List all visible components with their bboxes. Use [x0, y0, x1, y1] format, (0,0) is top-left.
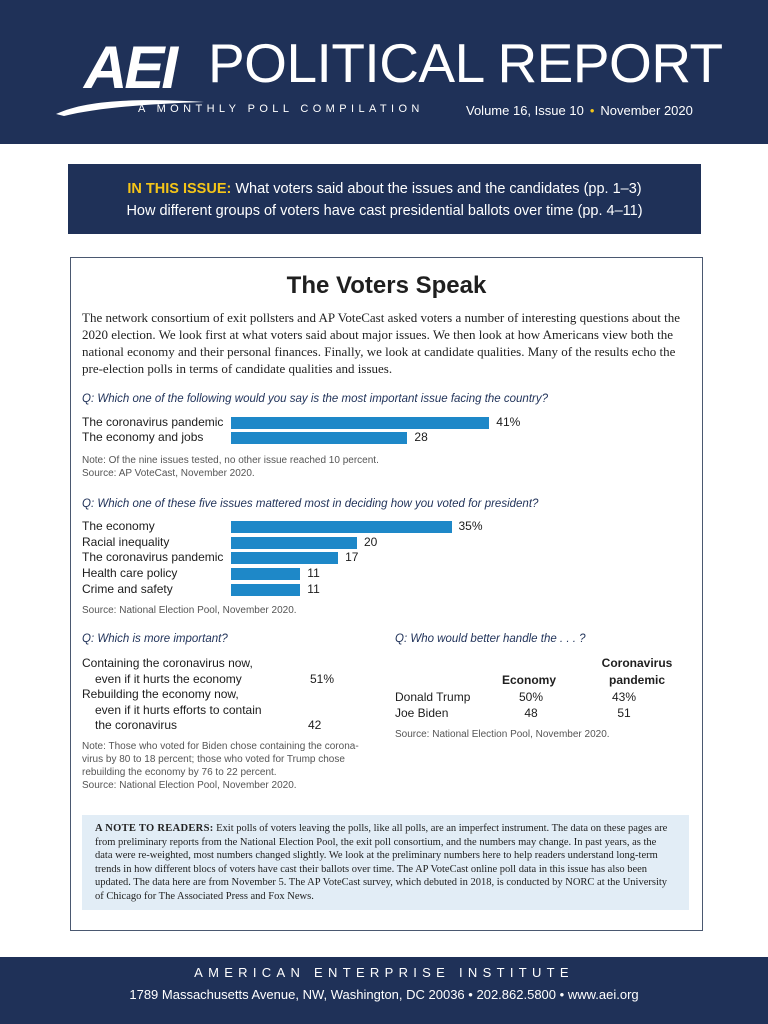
bar-label: The coronavirus pandemic: [82, 550, 224, 565]
footer-address: 1789 Massachusetts Avenue, NW, Washingto…: [129, 987, 465, 1002]
bar-value: 35%: [458, 519, 483, 533]
table-1-note-line: virus by 80 to 18 percent; those who vot…: [82, 754, 345, 765]
candidate-name: Donald Trump: [395, 690, 471, 704]
cell-value: 43%: [611, 690, 637, 704]
volume-number: Volume 16, Issue 10: [466, 103, 584, 118]
bar-value: 17: [345, 550, 359, 565]
bar-value: 11: [307, 566, 320, 581]
bar-label: Crime and safety: [82, 581, 173, 596]
response-text: even if it hurts the economy: [95, 671, 242, 686]
response-value: 51%: [310, 671, 335, 686]
chart-2-source: Source: National Election Pool, November…: [82, 605, 297, 616]
bar-value: 20: [364, 534, 378, 549]
note-label: A NOTE TO READERS:: [95, 823, 214, 834]
in-this-issue-box: IN THIS ISSUE: What voters said about th…: [68, 164, 701, 234]
candidate-name: Joe Biden: [395, 706, 449, 720]
table-1-note-line: rebuilding the economy by 76 to 22 perce…: [82, 767, 277, 778]
cell-value: 48: [524, 706, 538, 720]
table-1-note-line: Note: Those who voted for Biden chose co…: [82, 741, 359, 752]
bar-label: The economy and jobs: [82, 430, 204, 444]
article-intro: The network consortium of exit pollsters…: [82, 310, 681, 376]
bar-label: The coronavirus pandemic: [82, 415, 224, 429]
column-header-coronavirus: Coronavirus: [601, 656, 673, 670]
issue-item-2: How different groups of voters have cast…: [126, 203, 643, 219]
volume-info: Volume 16, Issue 10 • November 2020: [466, 103, 693, 118]
chart-1-note: Note: Of the nine issues tested, no othe…: [82, 455, 379, 466]
footer-separator-1: •: [468, 987, 473, 1002]
cell-value: 51: [617, 706, 631, 720]
report-footer: AMERICAN ENTERPRISE INSTITUTE 1789 Massa…: [0, 957, 768, 1024]
footer-phone: 202.862.5800: [476, 987, 557, 1002]
aei-logo: AEI: [84, 34, 178, 101]
bullet-separator: •: [589, 103, 595, 118]
chart-1-source: Source: AP VoteCast, November 2020.: [82, 468, 255, 479]
bar: [231, 521, 452, 533]
bar: [231, 552, 339, 565]
question-3: Q: Which is more important?: [82, 633, 228, 645]
note-text: Exit polls of voters leaving the polls, …: [95, 823, 668, 902]
bar-value: 28: [414, 430, 428, 444]
note-to-readers: A NOTE TO READERS: Exit polls of voters …: [82, 815, 689, 910]
logo-swoosh-icon: [56, 100, 204, 116]
table-2-source: Source: National Election Pool, November…: [395, 729, 610, 740]
article-title: The Voters Speak: [286, 272, 487, 299]
bar-label: The economy: [82, 519, 155, 533]
bar-label: Racial inequality: [82, 534, 170, 549]
response-text: even if it hurts efforts to contain: [95, 702, 262, 717]
footer-web: www.aei.org: [567, 987, 639, 1002]
report-header: AEI POLITICAL REPORT A MONTHLY POLL COMP…: [0, 0, 768, 144]
column-header-economy: Economy: [501, 673, 556, 687]
bar-value: 11: [307, 581, 320, 596]
cell-value: 50%: [518, 690, 544, 704]
bar-label: Health care policy: [82, 566, 178, 581]
issue-item-1: What voters said about the issues and th…: [235, 181, 642, 197]
bar: [231, 568, 301, 581]
report-title: POLITICAL REPORT: [208, 32, 723, 94]
issue-line-1: IN THIS ISSUE: What voters said about th…: [68, 178, 701, 200]
article-box: The Voters Speak The network consortium …: [70, 257, 703, 931]
response-text: Containing the coronavirus now,: [82, 656, 253, 670]
footer-org: AMERICAN ENTERPRISE INSTITUTE: [194, 965, 574, 980]
footer-contact: 1789 Massachusetts Avenue, NW, Washingto…: [0, 987, 768, 1002]
bar: [231, 583, 301, 596]
bar: [231, 536, 357, 549]
column-header-coronavirus-2: pandemic: [608, 673, 665, 687]
footer-separator-2: •: [559, 987, 565, 1002]
bar: [231, 432, 408, 444]
response-value: 42: [308, 718, 322, 732]
question-1: Q: Which one of the following would you …: [82, 393, 548, 405]
question-2: Q: Which one of these five issues matter…: [82, 498, 539, 510]
issue-label: IN THIS ISSUE:: [127, 181, 232, 197]
issue-date: November 2020: [600, 103, 693, 118]
question-4: Q: Who would better handle the . . . ?: [395, 633, 586, 645]
bar-value: 41%: [496, 415, 521, 429]
response-text: Rebuilding the economy now,: [82, 687, 239, 701]
table-1-note-line: Source: National Election Pool, November…: [82, 780, 297, 791]
report-subtitle: A MONTHLY POLL COMPILATION: [138, 103, 424, 115]
response-text: the coronavirus: [95, 718, 178, 732]
bar: [231, 417, 490, 429]
